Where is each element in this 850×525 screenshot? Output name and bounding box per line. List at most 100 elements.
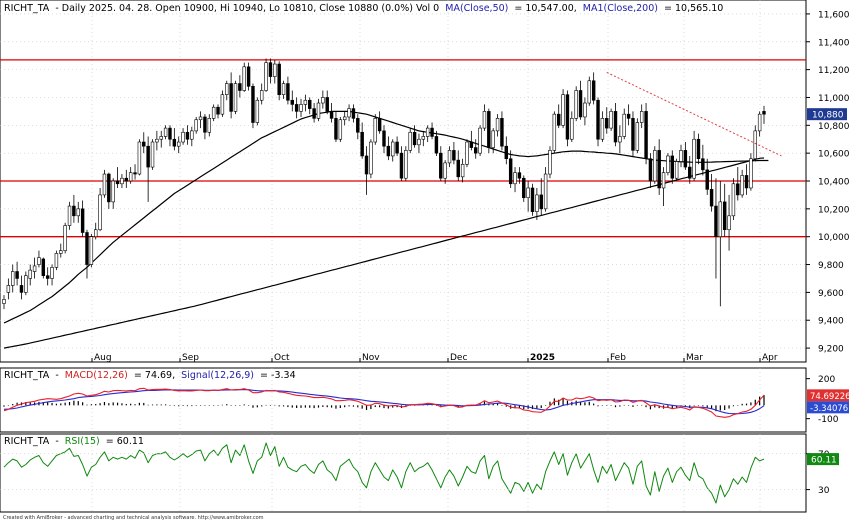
rsi-y-tick-label: 30 [818, 486, 830, 496]
macd-histogram-bar [392, 405, 394, 408]
candle [548, 146, 552, 179]
candle-body-up [425, 127, 430, 137]
candle [727, 194, 731, 251]
candle [59, 243, 63, 258]
candle [351, 104, 356, 123]
macd-histogram-bar [492, 403, 494, 406]
candle [203, 114, 207, 140]
macd-histogram-bar [116, 402, 119, 406]
macd-histogram-bar [483, 401, 486, 406]
macd-histogram-bar [296, 405, 298, 408]
candle-body-up [242, 66, 246, 91]
candle [111, 178, 115, 209]
macd-histogram-bar [697, 405, 700, 406]
price-y-tick-label: 9,800 [818, 261, 844, 271]
price-x-label: 2025 [530, 353, 555, 363]
candle-body-up [190, 130, 194, 140]
candle [190, 126, 194, 147]
candle [425, 125, 430, 143]
candle-body-down [45, 275, 50, 279]
candle [225, 80, 229, 101]
candle [744, 164, 749, 195]
macd-histogram-bar [601, 405, 603, 406]
rsi-vertical-gridlines [91, 434, 761, 512]
price-y-tick-label: 10,600 [818, 150, 850, 160]
candle-body-down [439, 152, 443, 179]
macd-histogram-bar [234, 405, 237, 406]
candle [19, 275, 24, 300]
candle [107, 172, 111, 209]
macd-histogram-bar [588, 401, 590, 406]
candle [600, 111, 605, 143]
candle-body-down [605, 118, 609, 129]
candle-body-up [679, 150, 683, 162]
candle-body-up [369, 141, 373, 175]
candle-body-down [329, 111, 334, 119]
candle [456, 150, 460, 181]
macd-histogram-bar [282, 405, 285, 407]
candle-body-down [308, 99, 312, 109]
candle-body-up [609, 111, 613, 129]
candle [578, 80, 583, 120]
candle [561, 89, 565, 129]
candle-body-up [443, 162, 447, 179]
candle [679, 144, 683, 168]
price-x-labels: Aug Sep Oct Nov Dec 2025 Feb Mar Apr [91, 353, 778, 363]
candle-body-up [128, 172, 133, 182]
candle-body-up [618, 136, 622, 143]
candle-body-down [701, 158, 705, 171]
candle-body-down [107, 173, 111, 203]
macd-histogram-bar [151, 404, 154, 406]
candle-body-down [312, 108, 316, 119]
candle [399, 146, 404, 181]
macd-histogram-bar [186, 405, 189, 407]
candle [242, 62, 246, 92]
candle-body-up [163, 127, 168, 137]
macd-histogram-bar [693, 404, 695, 406]
rsi-value-tag-label: 60.11 [811, 456, 837, 466]
candle-body-down [238, 83, 242, 91]
macd-histogram-bar [479, 403, 481, 406]
candle [128, 167, 133, 184]
candle-body-down [395, 141, 399, 154]
candle [6, 278, 11, 300]
macd-histogram-bar [431, 404, 433, 406]
macd-histogram-bar [413, 405, 416, 406]
candle-body-up [59, 250, 63, 254]
candle-body-up [749, 158, 753, 189]
candle [45, 267, 50, 286]
candle [535, 187, 539, 220]
candle [373, 114, 377, 145]
candle [469, 130, 474, 151]
candle-body-down [696, 138, 701, 160]
candle-body-down [185, 131, 190, 140]
macd-histogram-bar [195, 405, 197, 406]
candle [757, 111, 762, 137]
macd-histogram-bar [108, 403, 110, 406]
candle [303, 94, 308, 112]
candle [137, 139, 142, 176]
candle-body-up [548, 150, 552, 175]
macd-histogram-bar [501, 405, 503, 406]
candle-body-down [474, 147, 478, 154]
candle-body-up [11, 271, 15, 286]
macd-histogram-bar [357, 405, 359, 408]
candle [556, 104, 561, 129]
candle [552, 111, 557, 154]
candle [482, 104, 487, 131]
macd-histogram-bar [269, 405, 272, 406]
candle-body-down [714, 205, 718, 237]
candle-body-up [150, 141, 155, 168]
macd-histogram-bar [719, 405, 721, 411]
macd-histogram-bar [562, 398, 564, 406]
macd-line [3, 387, 765, 418]
price-y-tick-label: 10,000 [818, 233, 850, 243]
candle [530, 183, 535, 216]
price-x-label: Feb [610, 353, 626, 363]
candle [67, 201, 72, 230]
candle [281, 80, 286, 99]
candle-body-up [391, 141, 395, 157]
candle-body-up [67, 205, 72, 226]
